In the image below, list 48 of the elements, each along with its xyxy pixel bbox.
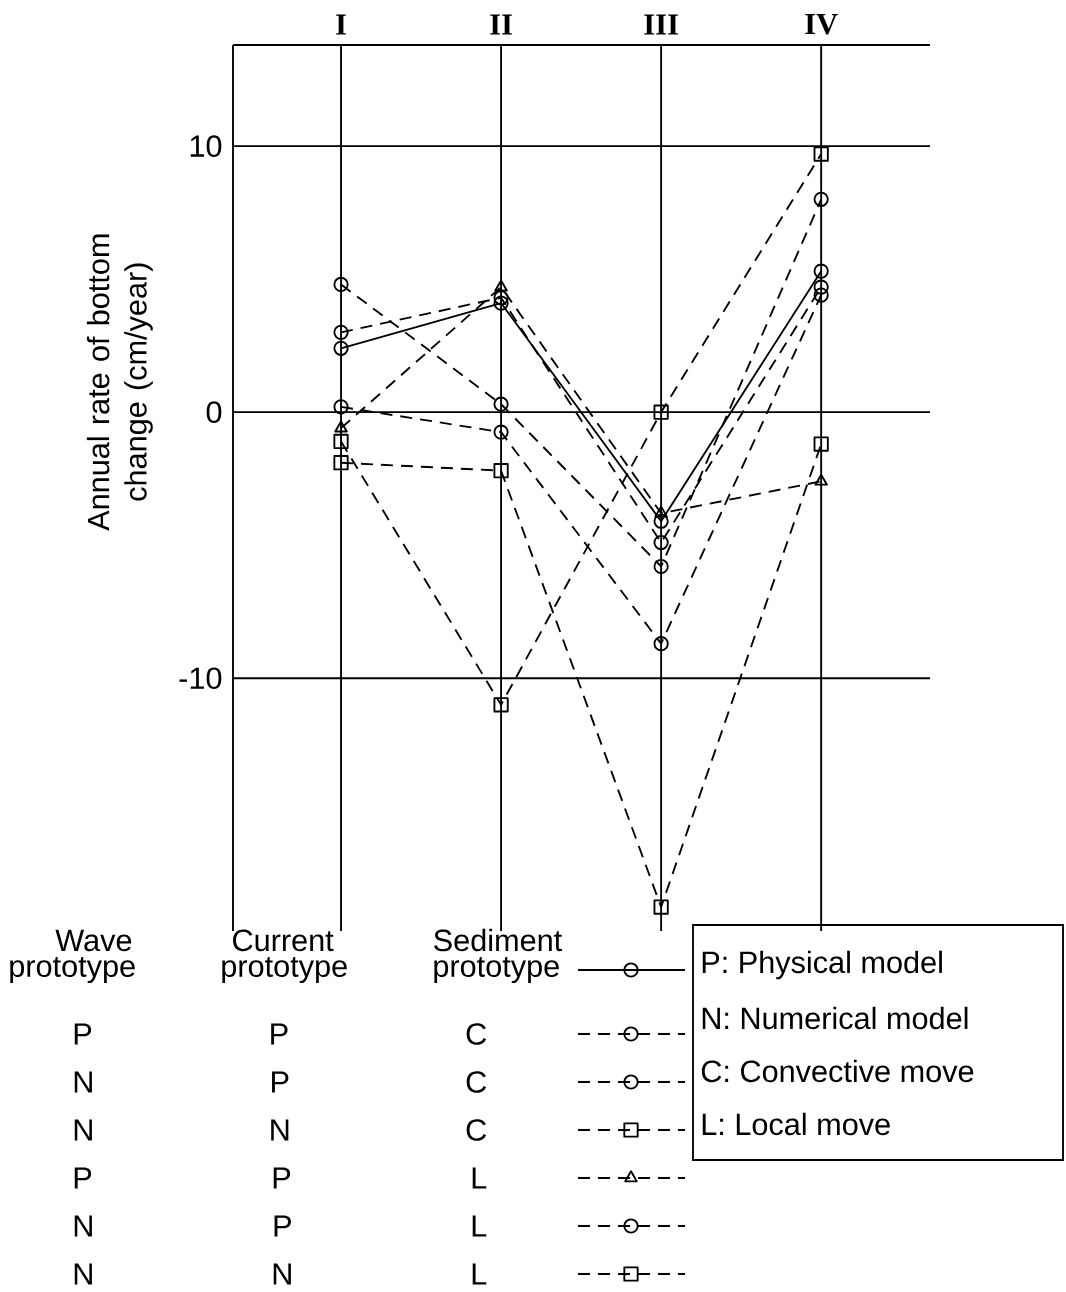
point [493,463,509,479]
point [334,420,348,433]
x-tick-label: III [644,14,678,35]
y-axis-title: Annual rate of bottom change (cm/year) [86,234,153,531]
point [813,146,829,162]
x-tick-label: II [490,14,512,35]
text: P P L [74,1167,487,1189]
point [493,396,509,412]
y-tick-label: -10 [179,667,222,690]
point [814,473,828,486]
point [813,436,829,452]
point [493,697,509,713]
point [653,534,669,551]
point [333,340,349,356]
point [494,279,508,292]
text: N P L [74,1215,487,1237]
point [333,276,349,293]
point [493,424,509,440]
point [813,263,829,279]
point [493,290,509,306]
text: L: Local move [702,1112,890,1136]
text: C: Convective move [701,1059,974,1083]
point [493,295,509,311]
legend-label: prototype prototype prototype [10,956,559,984]
point [333,433,349,450]
point [333,324,349,340]
point [653,636,669,652]
point [653,558,669,575]
point [813,191,829,207]
text: N P C [74,1071,487,1093]
annotation: Wave Current Sediment [55,928,563,952]
x-tick-label: IV [805,13,838,35]
point [653,899,669,915]
text: P: Physical model [702,950,942,980]
text: N: Numerical model [702,1006,968,1030]
point [333,455,349,471]
y-tick-label: 0 [206,401,222,424]
point [333,399,349,415]
text: P P C [74,1023,487,1045]
point [653,404,669,420]
text: N N L [74,1263,487,1285]
x-tick-label: I [336,14,346,35]
point [653,513,669,529]
text: N N C [74,1119,487,1141]
point [654,505,668,518]
point [813,287,829,303]
y-tick-label: 10 [190,135,222,157]
point [813,279,829,295]
